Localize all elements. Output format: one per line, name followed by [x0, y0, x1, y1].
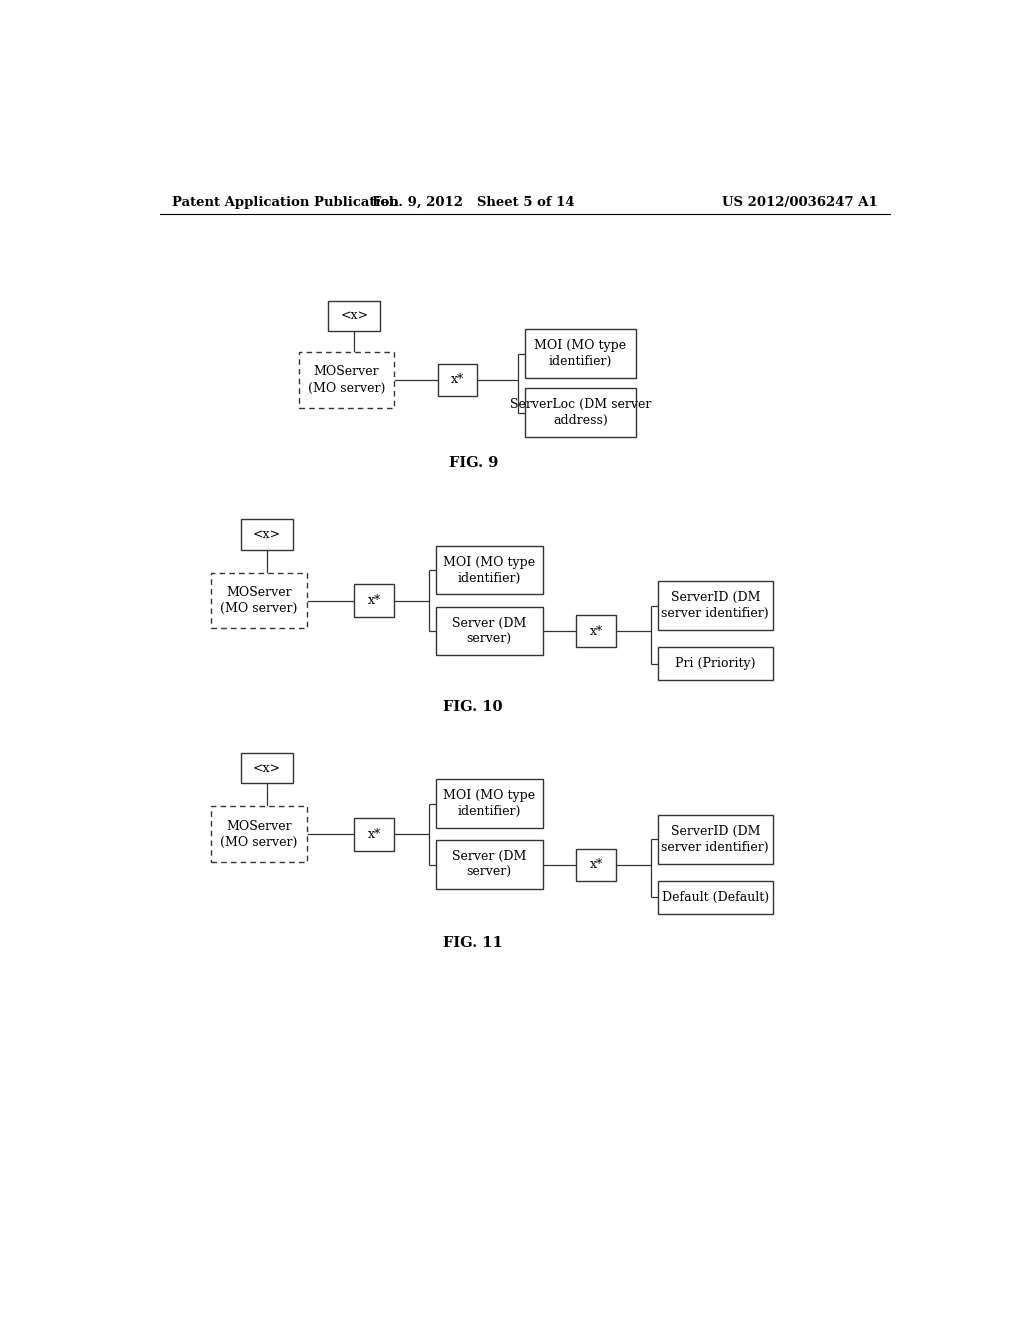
FancyBboxPatch shape	[435, 545, 543, 594]
Text: x*: x*	[590, 624, 603, 638]
Text: <x>: <x>	[253, 762, 281, 775]
FancyBboxPatch shape	[211, 807, 306, 862]
FancyBboxPatch shape	[241, 752, 293, 784]
Text: MOServer
(MO server): MOServer (MO server)	[220, 586, 298, 615]
FancyBboxPatch shape	[437, 364, 477, 396]
FancyBboxPatch shape	[435, 607, 543, 656]
Text: MOI (MO type
identifier): MOI (MO type identifier)	[535, 339, 627, 368]
Text: x*: x*	[368, 594, 381, 607]
Text: ServerID (DM
server identifier): ServerID (DM server identifier)	[662, 591, 769, 620]
FancyBboxPatch shape	[299, 352, 394, 408]
FancyBboxPatch shape	[657, 814, 773, 863]
Text: FIG. 11: FIG. 11	[443, 936, 503, 950]
Text: <x>: <x>	[340, 309, 369, 322]
FancyBboxPatch shape	[524, 388, 636, 437]
FancyBboxPatch shape	[329, 301, 380, 331]
Text: MOServer
(MO server): MOServer (MO server)	[307, 366, 385, 395]
FancyBboxPatch shape	[657, 880, 773, 913]
FancyBboxPatch shape	[354, 818, 394, 850]
Text: Server (DM
server): Server (DM server)	[452, 616, 526, 645]
FancyBboxPatch shape	[435, 841, 543, 890]
Text: Pri (Priority): Pri (Priority)	[675, 657, 756, 671]
FancyBboxPatch shape	[354, 585, 394, 616]
FancyBboxPatch shape	[577, 615, 616, 647]
Text: Default (Default): Default (Default)	[662, 891, 769, 904]
FancyBboxPatch shape	[211, 573, 306, 628]
FancyBboxPatch shape	[241, 519, 293, 549]
Text: FIG. 10: FIG. 10	[443, 700, 503, 714]
Text: <x>: <x>	[253, 528, 281, 541]
FancyBboxPatch shape	[657, 647, 773, 680]
Text: Feb. 9, 2012   Sheet 5 of 14: Feb. 9, 2012 Sheet 5 of 14	[372, 195, 574, 209]
Text: x*: x*	[368, 828, 381, 841]
Text: Patent Application Publication: Patent Application Publication	[172, 195, 398, 209]
Text: MOI (MO type
identifier): MOI (MO type identifier)	[443, 556, 536, 585]
Text: FIG. 9: FIG. 9	[449, 457, 498, 470]
FancyBboxPatch shape	[577, 849, 616, 880]
Text: Server (DM
server): Server (DM server)	[452, 850, 526, 879]
FancyBboxPatch shape	[657, 581, 773, 630]
Text: x*: x*	[451, 374, 464, 387]
Text: x*: x*	[590, 858, 603, 871]
FancyBboxPatch shape	[524, 329, 636, 378]
Text: ServerID (DM
server identifier): ServerID (DM server identifier)	[662, 825, 769, 854]
FancyBboxPatch shape	[435, 779, 543, 828]
Text: ServerLoc (DM server
address): ServerLoc (DM server address)	[510, 399, 651, 426]
Text: US 2012/0036247 A1: US 2012/0036247 A1	[722, 195, 878, 209]
Text: MOI (MO type
identifier): MOI (MO type identifier)	[443, 789, 536, 818]
Text: MOServer
(MO server): MOServer (MO server)	[220, 820, 298, 849]
